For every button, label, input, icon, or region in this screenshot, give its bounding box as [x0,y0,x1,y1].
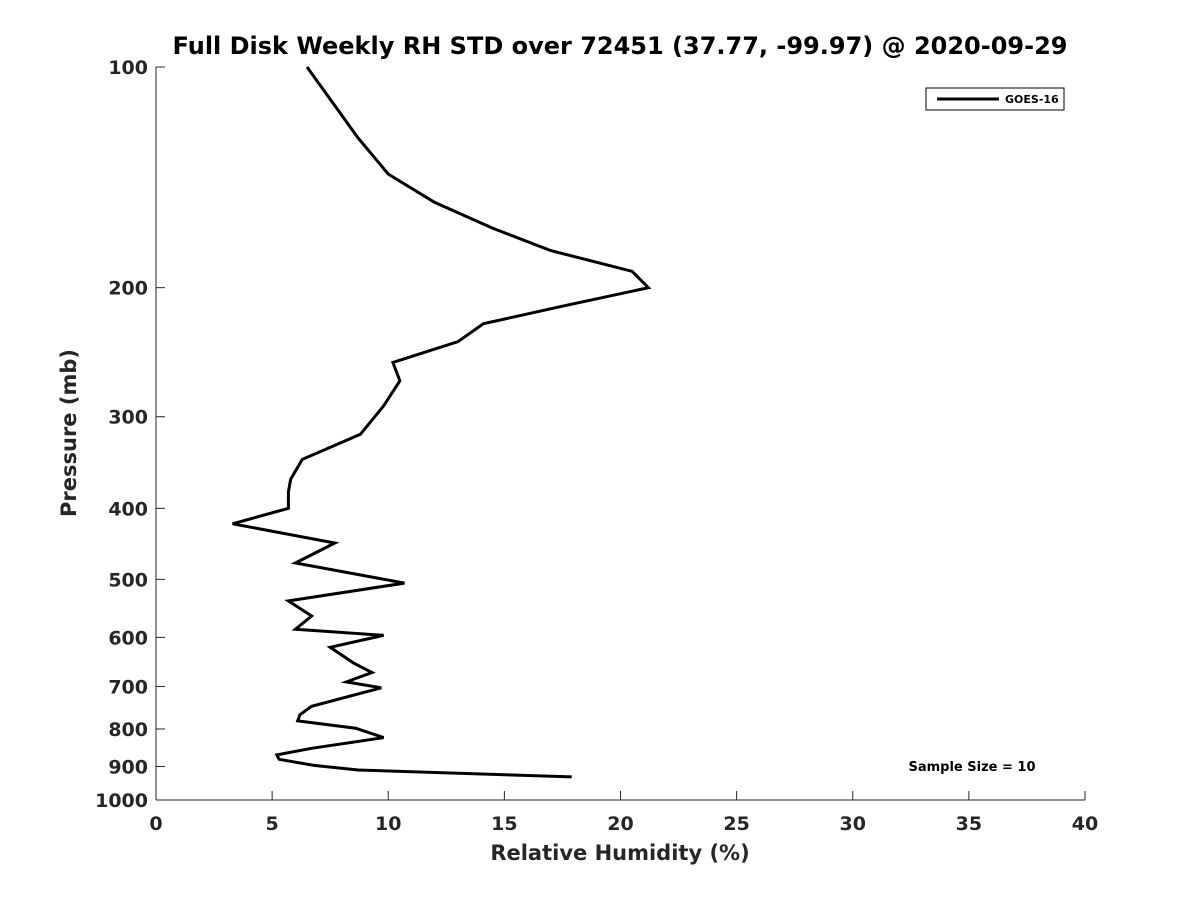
x-tick-label: 25 [723,813,749,835]
y-tick-label: 200 [108,278,148,300]
x-tick-label: 0 [149,813,162,835]
y-tick-label: 800 [108,719,148,741]
x-tick-label: 30 [840,813,866,835]
series-line-goes-16 [232,66,652,779]
x-tick-label: 20 [607,813,633,835]
y-tick-label: 300 [108,407,148,429]
x-tick-label: 15 [491,813,517,835]
y-tick-label: 100 [108,57,148,79]
sample-size-annotation: Sample Size = 10 [908,760,1035,775]
y-tick-label: 1000 [95,790,148,812]
legend: GOES-16 [925,87,1065,111]
y-ticks: 100 200 300 400 500 600 700 800 900 1000 [95,57,165,812]
x-axis-label: Relative Humidity (%) [490,841,749,865]
series-layer [232,66,652,779]
x-tick-label: 40 [1072,813,1098,835]
y-tick-label: 700 [108,676,148,698]
x-ticks: 0 5 10 15 20 25 30 35 40 [149,791,1098,835]
y-tick-label: 500 [108,569,148,591]
chart-title: Full Disk Weekly RH STD over 72451 (37.7… [173,32,1068,60]
x-tick-label: 5 [266,813,279,835]
y-tick-label: 600 [108,627,148,649]
y-tick-label: 900 [108,756,148,778]
y-axis-label: Pressure (mb) [57,349,81,517]
x-tick-label: 10 [375,813,401,835]
y-tick-label: 400 [108,498,148,520]
axes [155,67,1085,801]
legend-label-goes-16: GOES-16 [1005,93,1059,106]
x-tick-label: 35 [956,813,982,835]
